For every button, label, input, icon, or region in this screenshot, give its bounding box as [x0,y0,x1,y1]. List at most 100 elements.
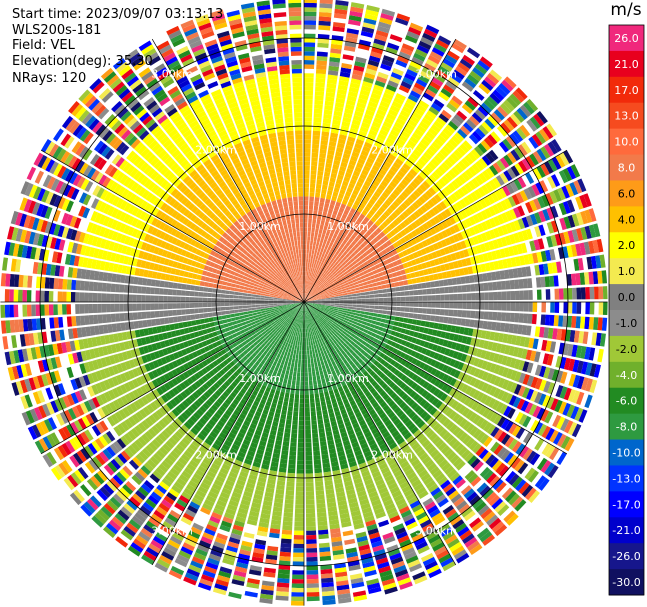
velocity-gate [342,342,348,348]
velocity-gate [316,498,326,505]
velocity-gate [589,363,597,377]
velocity-gate [547,159,558,172]
velocity-gate [309,349,313,355]
velocity-gate [421,193,430,202]
velocity-gate [288,464,296,469]
velocity-gate [299,403,304,408]
velocity-gate [347,255,353,261]
velocity-gate [316,313,321,318]
velocity-gate [507,407,516,419]
velocity-gate [408,438,418,447]
velocity-gate [247,577,260,585]
velocity-gate [367,527,379,536]
velocity-gate [288,402,294,408]
velocity-gate [314,315,318,320]
velocity-gate [345,425,353,432]
velocity-gate [320,342,324,348]
velocity-gate [355,257,361,263]
velocity-gate [363,337,369,343]
velocity-gate [372,503,383,511]
velocity-gate [586,256,593,270]
velocity-gate [372,42,385,51]
velocity-gate [362,226,369,233]
velocity-gate [366,486,377,494]
velocity-gate [312,316,316,321]
velocity-gate [353,200,361,207]
velocity-gate [318,242,323,248]
velocity-gate [306,350,310,355]
velocity-gate [453,370,461,379]
velocity-gate [346,351,352,357]
velocity-gate [342,292,348,296]
velocity-gate [599,254,606,268]
velocity-gate [361,266,367,272]
velocity-gate [333,292,339,296]
velocity-gate [334,337,340,343]
velocity-gate [444,332,451,340]
velocity-gate [357,134,366,142]
velocity-gate [319,7,333,13]
velocity-gate [491,342,498,352]
velocity-gate [315,353,319,358]
velocity-gate [602,286,608,300]
velocity-gate [347,304,353,307]
velocity-gate [324,308,330,312]
velocity-gate [410,238,418,246]
velocity-gate [248,474,258,481]
velocity-gate [433,388,441,397]
velocity-gate [457,62,470,73]
velocity-gate [348,182,355,189]
velocity-gate [429,419,439,429]
velocity-gate [360,295,366,299]
velocity-gate [489,475,501,487]
velocity-gate [404,341,411,348]
velocity-gate [304,328,306,333]
velocity-gate [501,312,507,322]
velocity-gate [341,521,352,528]
velocity-gate [362,427,370,435]
velocity-gate [524,487,537,501]
velocity-gate [584,209,593,224]
velocity-gate [306,587,320,593]
velocity-gate [441,373,450,383]
velocity-gate [526,388,535,401]
velocity-gate [316,280,321,285]
velocity-gate [460,276,466,284]
velocity-gate [471,112,483,123]
velocity-gate [525,155,536,168]
velocity-gate [344,368,350,374]
velocity-gate [509,208,517,220]
velocity-gate [492,353,500,363]
velocity-gate [558,202,567,216]
velocity-gate [395,387,403,395]
velocity-gate [304,196,309,201]
velocity-gate [379,100,390,109]
velocity-gate [344,326,350,331]
velocity-gate [295,491,304,496]
velocity-gate [427,342,434,350]
velocity-gate [332,115,342,121]
velocity-gate [305,482,314,487]
velocity-gate [279,463,287,469]
velocity-gate [436,134,447,144]
velocity-gate [485,491,497,503]
velocity-gate [325,306,330,309]
velocity-gate [398,333,405,339]
velocity-gate [407,94,419,103]
velocity-gate [382,404,390,412]
velocity-gate [330,351,335,357]
velocity-gate [310,178,316,184]
velocity-gate [331,286,337,290]
velocity-gate [321,303,326,306]
velocity-gate [442,504,454,515]
velocity-gate [310,292,314,297]
velocity-gate [498,332,504,343]
velocity-gate [458,503,471,515]
velocity-gate [416,283,423,289]
velocity-gate [296,482,304,487]
velocity-gate [486,96,499,108]
velocity-gate [471,401,480,411]
velocity-gate [331,541,343,547]
velocity-gate [458,432,469,442]
velocity-gate [313,335,317,341]
